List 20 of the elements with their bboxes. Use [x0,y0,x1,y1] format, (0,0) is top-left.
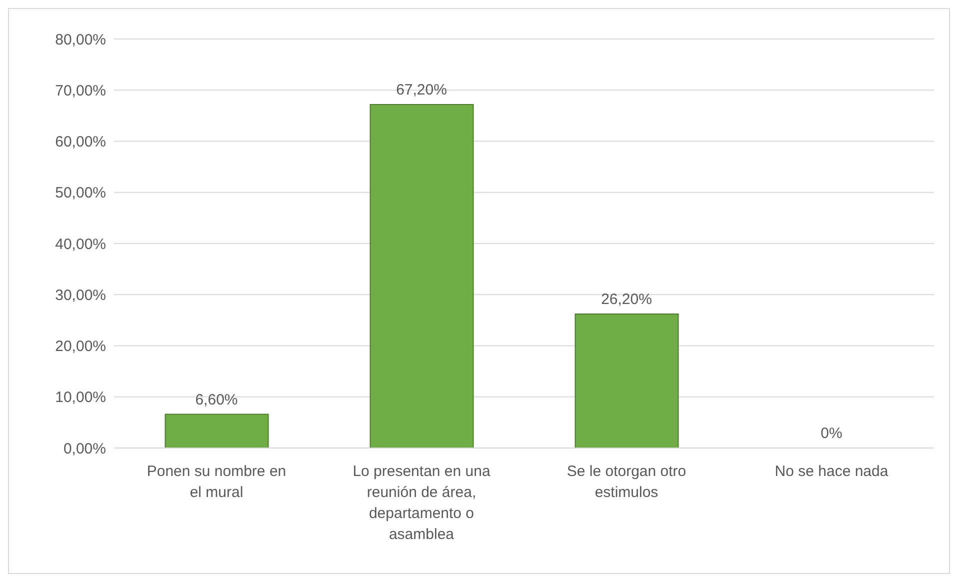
x-tick-label: No se hace nada [774,463,889,480]
bar [370,104,474,448]
y-tick-label: 80,00% [55,31,106,48]
y-tick-label: 10,00% [55,389,106,406]
y-tick-label: 50,00% [55,184,106,202]
x-tick-label: Lo presentan en una reunión de área, departamento o asamblea [352,463,491,543]
y-tick-label: 0,00% [63,440,106,458]
data-label: 0% [820,425,842,442]
y-tick-label: 60,00% [55,134,106,151]
data-label: 26,20% [601,291,652,308]
bar [574,314,679,448]
y-tick-label: 70,00% [55,82,106,100]
y-tick-label: 30,00% [55,286,106,304]
y-tick-label: 40,00% [55,236,106,253]
data-label: 67,20% [396,81,447,98]
x-tick-label: Se le otorgan otro estimulos [566,463,686,501]
data-label: 6,60% [195,391,238,408]
x-tick-label: Ponen su nombre en el mural [146,463,286,501]
y-tick-label: 20,00% [55,338,106,356]
bar [164,414,269,448]
